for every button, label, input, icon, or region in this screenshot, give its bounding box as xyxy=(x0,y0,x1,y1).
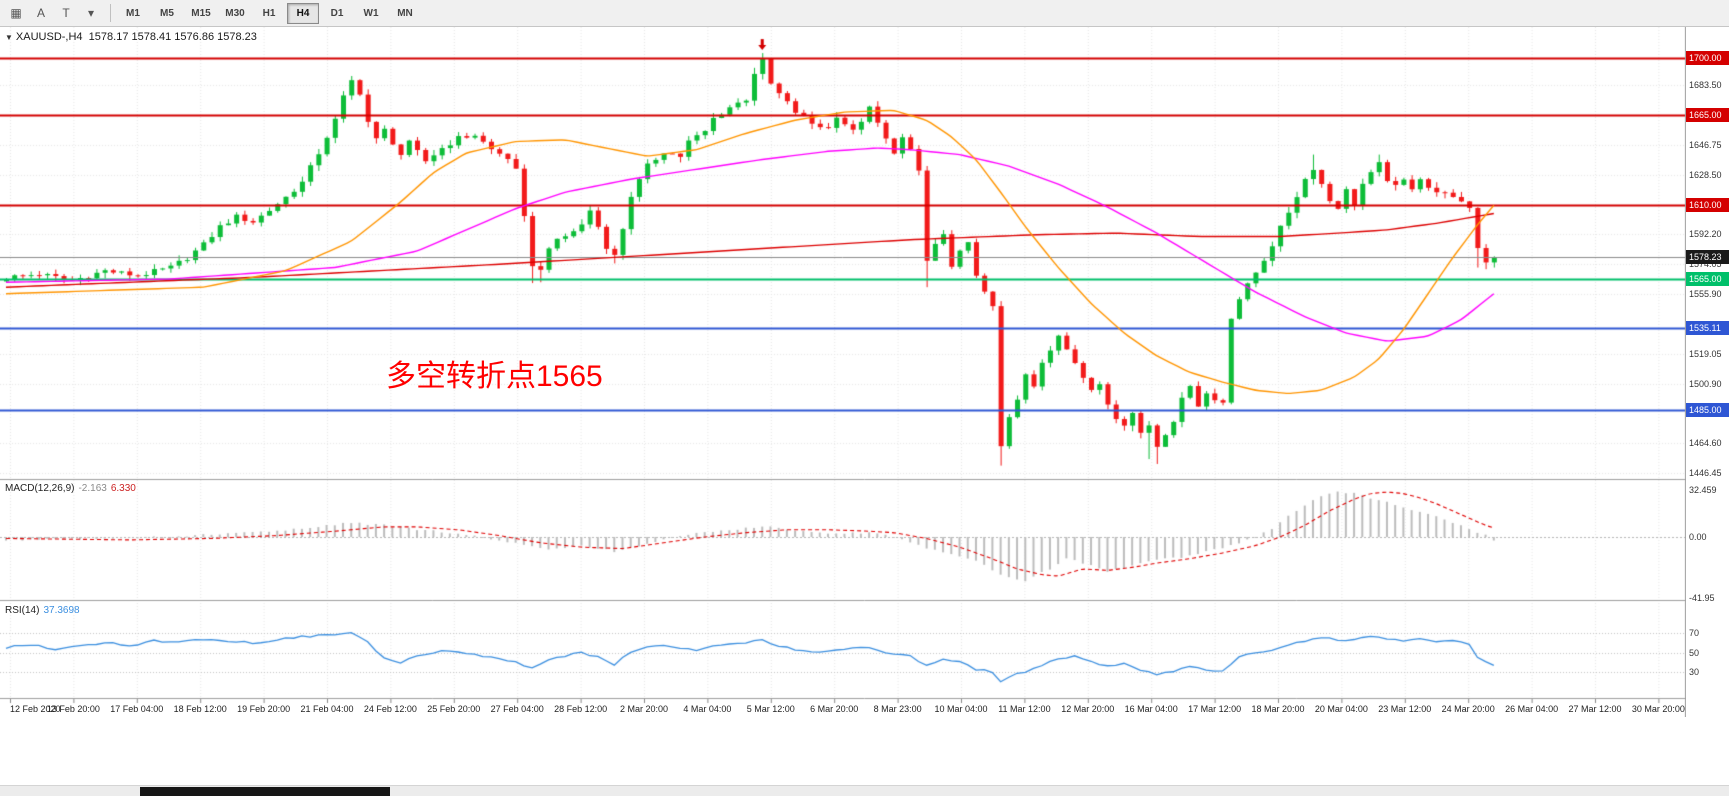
rsi-axis-tick: 50 xyxy=(1689,647,1700,658)
objects-list-dropdown-button[interactable]: ▾ xyxy=(87,6,95,20)
rsi-axis-tick: 30 xyxy=(1689,667,1700,677)
chart-canvas[interactable] xyxy=(0,27,1729,796)
chart-window-tool-button[interactable]: ▦ xyxy=(10,6,22,20)
toolbar-separator xyxy=(110,4,111,22)
time-label: 28 Feb 12:00 xyxy=(554,704,608,714)
collapse-arrow-icon[interactable]: ▼ xyxy=(5,33,13,42)
timeframe-W1-button[interactable]: W1 xyxy=(363,7,379,19)
annotation-text: 多空转折点1565 xyxy=(386,360,603,393)
time-label: 19 Feb 20:00 xyxy=(237,704,291,714)
macd-name: MACD(12,26,9) xyxy=(5,483,75,494)
price-axis[interactable]: 1683.501646.751628.501592.201574.051555.… xyxy=(1686,27,1729,717)
time-label: 24 Feb 12:00 xyxy=(363,704,417,714)
price-tick: 1592.20 xyxy=(1689,229,1722,240)
time-label: 30 Mar 20:00 xyxy=(1631,704,1685,714)
scrollbar-thumb[interactable] xyxy=(140,787,390,796)
time-label: 20 Mar 04:00 xyxy=(1314,704,1368,714)
time-label: 6 Mar 20:00 xyxy=(810,704,859,714)
time-label: 13 Feb 20:00 xyxy=(46,704,100,714)
time-label: 18 Mar 20:00 xyxy=(1251,704,1305,714)
time-label: 12 Mar 20:00 xyxy=(1061,704,1115,714)
price-tick: 1683.50 xyxy=(1689,80,1722,90)
time-label: 17 Feb 04:00 xyxy=(110,704,164,714)
text-annotation-tool-button[interactable]: A xyxy=(36,6,45,20)
time-label: 27 Feb 04:00 xyxy=(490,704,544,714)
price-tick: 1446.45 xyxy=(1689,468,1722,479)
time-label: 21 Feb 04:00 xyxy=(300,704,354,714)
price-badge-1610.00: 1610.00 xyxy=(1686,198,1729,213)
macd-indicator-label: MACD(12,26,9) -2.163 6.330 xyxy=(5,483,136,494)
timeframe-H4-button[interactable]: H4 xyxy=(287,2,319,24)
time-label: 18 Feb 12:00 xyxy=(173,704,227,714)
time-label: 2 Mar 20:00 xyxy=(619,704,669,714)
rsi-axis-tick: 70 xyxy=(1689,628,1700,638)
time-label: 27 Mar 12:00 xyxy=(1568,704,1622,714)
time-label: 26 Mar 04:00 xyxy=(1505,704,1559,714)
time-label: 24 Mar 20:00 xyxy=(1441,704,1495,714)
time-label: 12 Feb 2020 xyxy=(10,704,61,714)
chart-ohlc-values: 1578.17 1578.41 1576.86 1578.23 xyxy=(88,31,257,43)
time-label: 8 Mar 23:00 xyxy=(873,704,922,714)
rsi-indicator-label: RSI(14) 37.3698 xyxy=(5,605,80,616)
timeframe-buttons: M1 M5 M15 M30 H1 H4 D1 W1 MN xyxy=(117,2,423,24)
price-badge-1578.23: 1578.23 xyxy=(1686,250,1729,265)
time-axis[interactable]: 12 Feb 2020 13 Feb 20:00 17 Feb 04:00 18 Fe… xyxy=(0,699,1685,717)
time-label: 17 Mar 12:00 xyxy=(1188,704,1242,714)
time-label: 4 Mar 04:00 xyxy=(683,704,732,714)
timeframe-D1-button[interactable]: D1 xyxy=(330,7,344,19)
macd-signal-value: 6.330 xyxy=(110,483,136,494)
time-label: 10 Mar 04:00 xyxy=(934,704,988,714)
timeframe-M15-button[interactable]: M15 xyxy=(191,7,211,19)
text-label-tool-button[interactable]: T xyxy=(62,6,70,20)
rsi-value: 37.3698 xyxy=(43,605,80,616)
time-label: 11 Mar 12:00 xyxy=(998,704,1051,714)
tool-buttons: ▦ A T ▾ xyxy=(4,2,104,24)
price-tick: 1464.60 xyxy=(1689,438,1722,449)
toolbar: ▦ A T ▾ M1 M5 M15 M30 H1 H4 D1 W1 MN xyxy=(0,0,1729,27)
time-label: 16 Mar 04:00 xyxy=(1124,704,1178,714)
price-badge-1565.00: 1565.00 xyxy=(1686,271,1729,286)
time-label: 25 Feb 20:00 xyxy=(427,704,481,714)
price-badge-1700.00: 1700.00 xyxy=(1686,51,1729,65)
price-tick: 1519.05 xyxy=(1689,349,1722,360)
macd-axis-tick: 32.459 xyxy=(1689,484,1717,495)
timeframe-MN-button[interactable]: MN xyxy=(397,7,413,19)
timeframe-M5-button[interactable]: M5 xyxy=(160,7,174,19)
price-tick: 1500.90 xyxy=(1689,378,1722,389)
price-tick: 1646.75 xyxy=(1689,140,1722,151)
time-label: 5 Mar 12:00 xyxy=(746,704,795,714)
rsi-name: RSI(14) xyxy=(5,605,40,616)
price-badge-1665.00: 1665.00 xyxy=(1686,108,1729,123)
timeframe-M1-button[interactable]: M1 xyxy=(126,7,140,19)
chart-symbol-label: XAUUSD-,H4 xyxy=(15,31,83,43)
chart-title: ▼ XAUUSD-,H4 1578.17 1578.41 1576.86 1578… xyxy=(5,31,257,43)
horizontal-scrollbar[interactable] xyxy=(0,785,1729,796)
price-tick: 1555.90 xyxy=(1689,288,1722,299)
macd-axis-tick: -41.95 xyxy=(1689,592,1715,603)
time-label: 23 Mar 12:00 xyxy=(1378,704,1432,714)
price-badge-1535.11: 1535.11 xyxy=(1686,320,1729,335)
macd-main-value: -2.163 xyxy=(78,483,107,494)
price-badge-1485.00: 1485.00 xyxy=(1686,402,1729,417)
timeframe-H1-button[interactable]: H1 xyxy=(262,7,276,19)
macd-axis-tick: 0.00 xyxy=(1689,532,1707,542)
timeframe-M30-button[interactable]: M30 xyxy=(225,7,245,19)
price-tick: 1628.50 xyxy=(1689,170,1722,181)
